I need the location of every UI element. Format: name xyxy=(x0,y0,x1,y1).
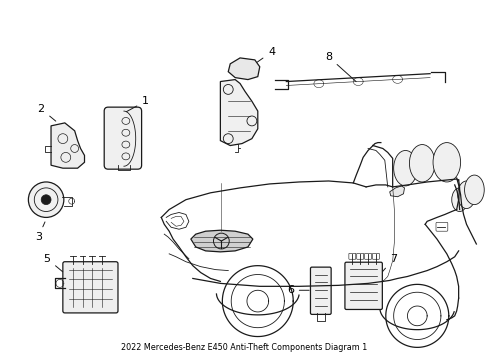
Circle shape xyxy=(41,195,51,204)
Ellipse shape xyxy=(408,145,434,182)
Text: 4: 4 xyxy=(257,47,275,62)
Text: 5: 5 xyxy=(43,254,62,272)
Text: 2: 2 xyxy=(38,104,56,121)
Polygon shape xyxy=(51,123,84,168)
Ellipse shape xyxy=(457,181,474,208)
Polygon shape xyxy=(220,80,257,145)
Text: 1: 1 xyxy=(126,96,149,112)
FancyBboxPatch shape xyxy=(104,107,142,169)
Ellipse shape xyxy=(393,150,416,186)
Text: 6: 6 xyxy=(286,285,308,295)
Text: 3: 3 xyxy=(35,222,45,242)
Polygon shape xyxy=(389,186,404,197)
Text: 7: 7 xyxy=(382,254,396,271)
Text: 2022 Mercedes-Benz E450 Anti-Theft Components Diagram 1: 2022 Mercedes-Benz E450 Anti-Theft Compo… xyxy=(121,343,367,352)
Circle shape xyxy=(28,182,64,217)
Ellipse shape xyxy=(451,188,467,212)
FancyBboxPatch shape xyxy=(63,262,118,313)
Text: 8: 8 xyxy=(325,52,355,82)
Polygon shape xyxy=(190,230,252,252)
FancyBboxPatch shape xyxy=(310,267,330,314)
FancyBboxPatch shape xyxy=(344,262,382,310)
Polygon shape xyxy=(228,58,259,80)
Ellipse shape xyxy=(432,143,460,182)
Ellipse shape xyxy=(464,175,483,204)
